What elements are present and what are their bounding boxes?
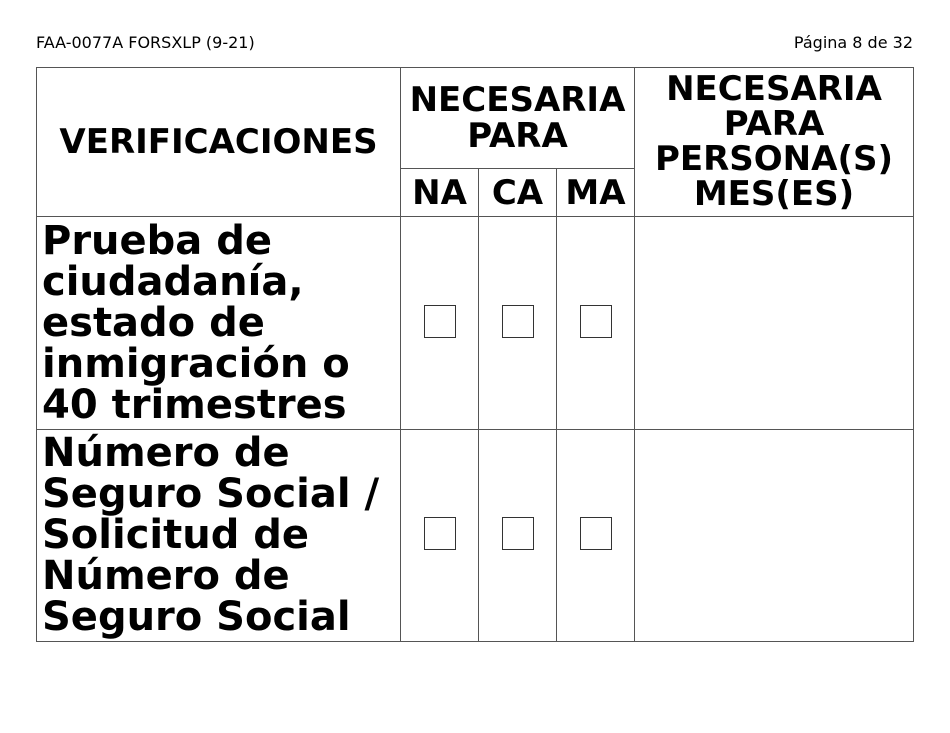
table-row: Prueba de ciudadanía, estado de inmigrac… xyxy=(36,216,914,430)
persona-mes-field[interactable] xyxy=(634,429,914,642)
header-ma: MA xyxy=(556,168,635,217)
page-number: Página 8 de 32 xyxy=(793,33,913,52)
checkbox-ma[interactable] xyxy=(579,517,612,550)
table-row: Número de Seguro Social / Solicitud de N… xyxy=(36,429,914,642)
header-verificaciones: VERIFICACIONES xyxy=(36,67,401,217)
verification-table: VERIFICACIONES NECESARIA PARA NECESARIA … xyxy=(36,67,914,642)
checkbox-na[interactable] xyxy=(423,304,456,338)
header-ca: CA xyxy=(478,168,557,217)
checkbox-ca[interactable] xyxy=(501,304,534,338)
row-label: Prueba de ciudadanía, estado de inmigrac… xyxy=(36,216,401,430)
checkbox-ca[interactable] xyxy=(501,517,534,550)
checkbox-na[interactable] xyxy=(423,517,456,550)
form-id: FAA-0077A FORSXLP (9-21) xyxy=(36,33,255,52)
header-na: NA xyxy=(400,168,479,217)
header-necesaria-para: NECESARIA PARA xyxy=(400,67,635,169)
row-label: Número de Seguro Social / Solicitud de N… xyxy=(36,429,401,642)
checkbox-ma[interactable] xyxy=(579,304,612,338)
header-persona-mes: NECESARIA PARA PERSONA(S) MES(ES) xyxy=(634,67,914,217)
persona-mes-field[interactable] xyxy=(634,216,914,430)
